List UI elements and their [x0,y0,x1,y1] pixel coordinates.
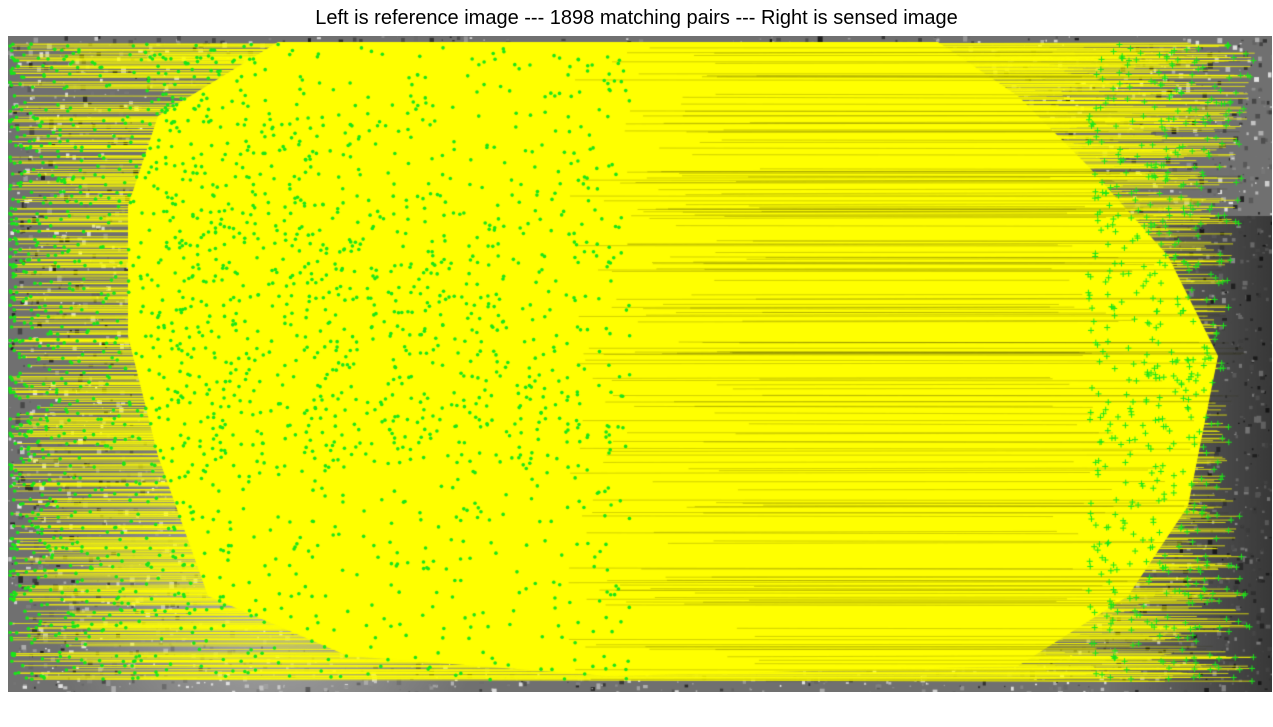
image-pair-panel [8,36,1272,692]
figure-title: Left is reference image --- 1898 matchin… [0,5,1273,31]
feature-matching-visualization [8,36,1272,692]
